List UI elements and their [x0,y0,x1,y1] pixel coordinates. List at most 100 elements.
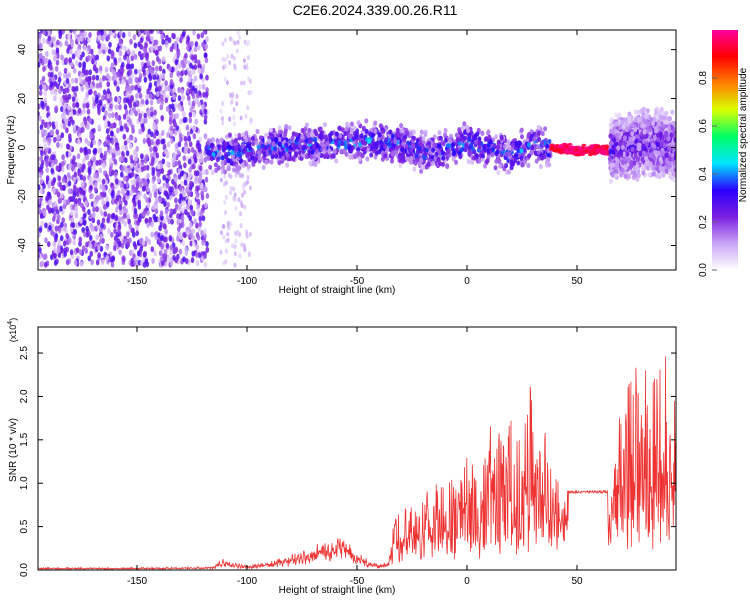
heatmap-cell [64,57,69,64]
heatmap-cell [63,102,67,109]
heatmap-cell [42,210,47,217]
heatmap-cell [670,109,675,115]
heatmap-cell [42,66,46,72]
heatmap-cell [334,158,339,164]
heatmap-cell [397,132,402,138]
heatmap-cell [95,54,100,61]
heatmap-cell [154,44,158,51]
heatmap-cell [166,201,171,208]
heatmap-cell [184,209,188,216]
heatmap-cell [327,132,332,138]
heatmap-cell [84,247,88,254]
heatmap-cell [634,109,638,115]
heatmap-cell [164,208,169,215]
heatmap-cell [231,37,235,43]
heatmap-cell [75,101,79,108]
heatmap-cell [246,55,250,60]
heatmap-cell [100,44,105,50]
heatmap-cell [83,97,87,104]
heatmap-cell [81,189,85,196]
heatmap-cell [194,41,199,48]
heatmap-cell [98,48,102,55]
heatmap-cell [377,132,382,138]
heatmap-cell [97,177,102,184]
heatmap-cell [441,141,446,147]
heatmap-cell [364,118,369,124]
heatmap-cell [123,140,128,147]
heatmap-cell [129,38,133,45]
heatmap-cell [113,228,117,235]
heatmap-cell [329,153,334,159]
heatmap-cell [421,136,426,142]
heatmap-cell [103,154,107,161]
heatmap-cell [165,214,170,221]
heatmap-cell [486,154,491,160]
heatmap-cell [44,237,48,244]
heatmap-cell [311,144,316,150]
heatmap-cell [133,243,138,250]
heatmap-cell [160,100,164,107]
heatmap-cell [113,59,118,66]
heatmap-cells [38,30,676,268]
heatmap-cell [344,144,349,150]
heatmap-cell [372,141,377,148]
heatmap-cell [458,154,463,160]
heatmap-cell [46,105,50,112]
heatmap-cell [158,197,162,203]
heatmap-cell [38,61,41,68]
heatmap-cell [669,175,674,181]
heatmap-cell [146,172,150,179]
heatmap-cell [232,107,236,113]
heatmap-cell [536,150,541,156]
heatmap-cell [536,144,541,150]
heatmap-cell [313,128,318,134]
heatmap-cell [87,255,92,262]
heatmap-cell [62,109,67,116]
heatmap-cell [44,147,49,154]
heatmap-cell [80,202,84,209]
heatmap-cell [172,254,176,261]
heatmap-cell [46,123,50,130]
heatmap-cell [66,109,70,116]
heatmap-cell [45,161,49,168]
heatmap-cell [526,142,531,148]
heatmap-cell [141,126,145,132]
heatmap-cell [475,153,479,159]
heatmap-cell [150,139,155,146]
heatmap-cell [171,32,175,39]
heatmap-cell [357,156,362,162]
heatmap-cell [400,154,405,160]
heatmap-cell [83,195,87,202]
heatmap-cell [380,128,385,134]
heatmap-cell [118,204,123,211]
heatmap-cell [223,57,227,63]
heatmap-cell [114,96,118,103]
heatmap-cell [74,85,79,92]
heatmap-cell [200,194,205,201]
heatmap-cell [143,76,148,83]
heatmap-cell [68,151,72,158]
heatmap-cell [519,155,524,161]
heatmap-cell [203,133,208,140]
heatmap-cell [263,145,268,151]
heatmap-cell [146,202,151,209]
heatmap-cell [87,209,91,215]
heatmap-cell [161,158,166,165]
heatmap-cell [173,129,178,136]
heatmap-cell [646,165,651,171]
heatmap-cell [504,151,509,157]
heatmap-cell [169,72,174,79]
heatmap-cell [58,71,62,78]
heatmap-cell [156,98,161,105]
heatmap-cell [222,224,226,230]
heatmap-cell [67,82,71,89]
heatmap-cell [148,93,153,100]
heatmap-cell [108,166,113,172]
heatmap-cell [140,30,144,34]
heatmap-cell [50,89,54,95]
heatmap-cell [63,199,67,205]
heatmap-cell [346,122,351,128]
heatmap-cell [499,134,504,140]
heatmap-cell [93,147,98,154]
heatmap-cell [602,149,608,153]
